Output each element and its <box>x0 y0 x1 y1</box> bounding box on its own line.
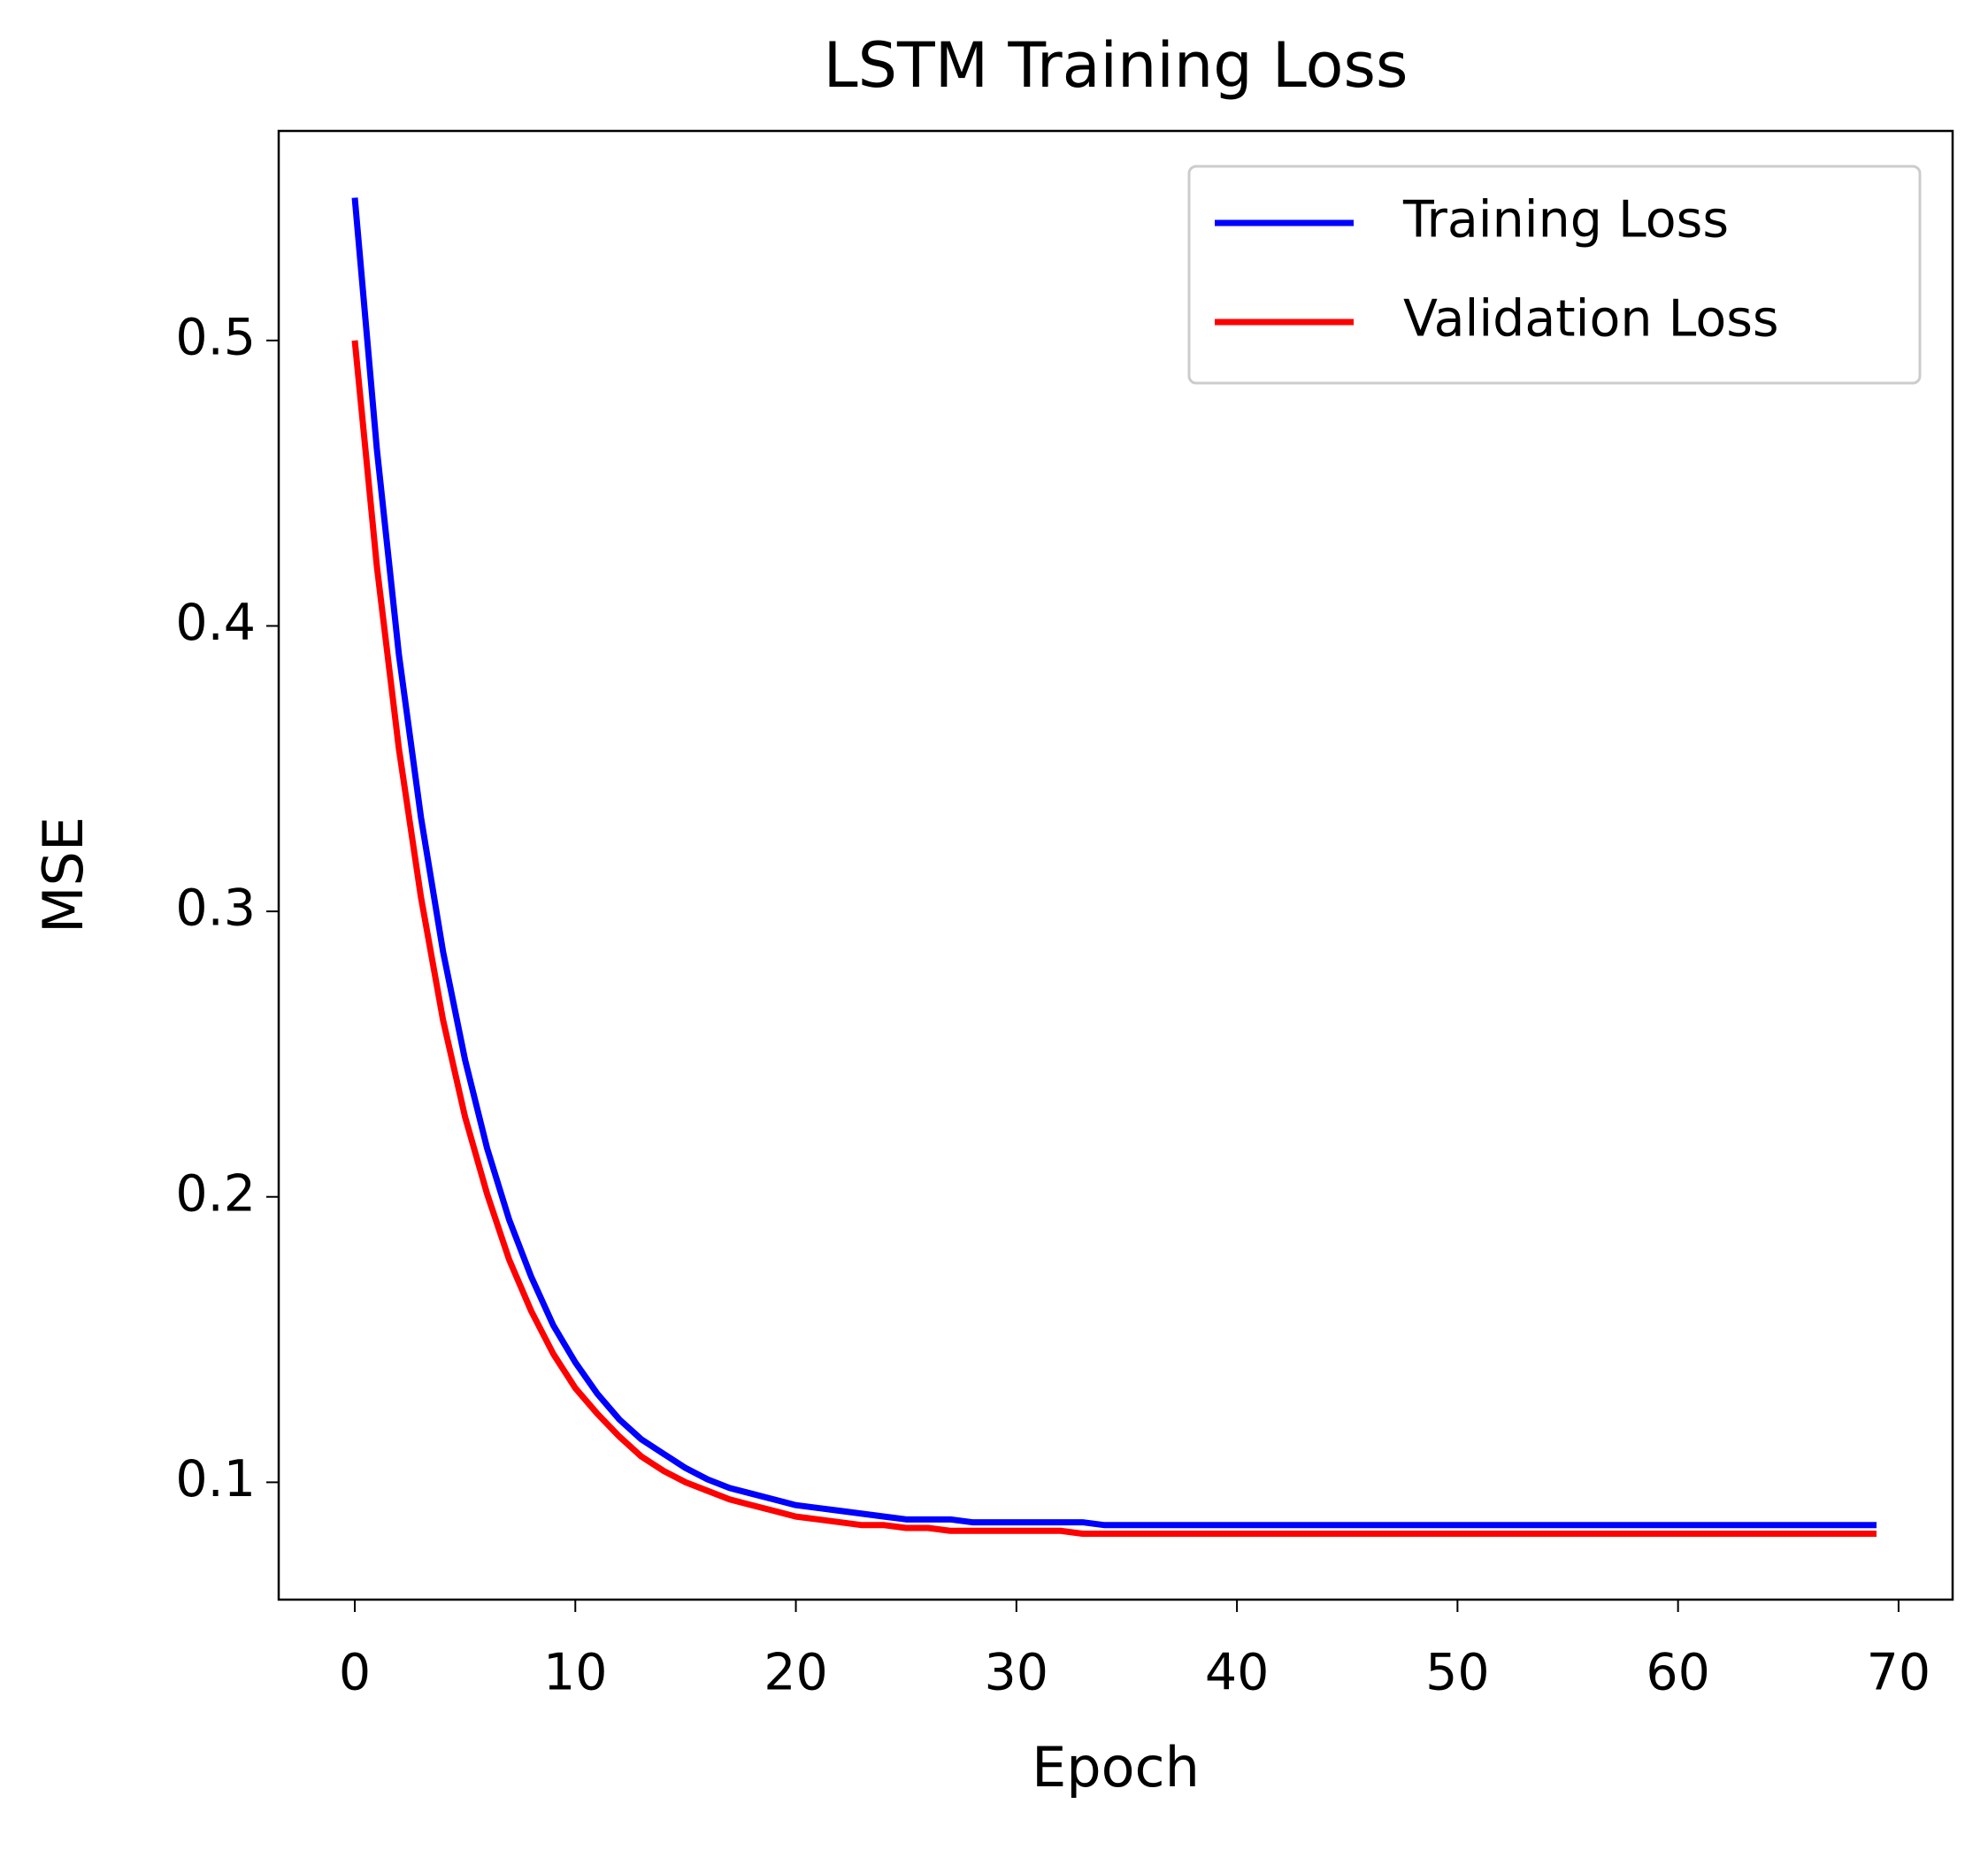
y-tick-label: 0.1 <box>175 1450 256 1508</box>
x-tick-label: 0 <box>339 1644 371 1702</box>
x-tick-label: 50 <box>1425 1644 1490 1702</box>
legend-label: Training Loss <box>1402 191 1729 249</box>
x-tick-label: 60 <box>1646 1644 1710 1702</box>
y-axis-label: MSE <box>31 817 96 933</box>
legend-label: Validation Loss <box>1403 290 1779 349</box>
legend-box <box>1187 165 1922 385</box>
y-tick-label: 0.2 <box>175 1164 256 1223</box>
line <box>351 340 1877 1537</box>
x-tick-label: 20 <box>764 1644 828 1702</box>
x-tick-label: 10 <box>543 1644 608 1702</box>
x-tick-label: 30 <box>985 1644 1049 1702</box>
x-tick-label: 70 <box>1867 1644 1931 1702</box>
x-axis-label: Epoch <box>1032 1735 1200 1800</box>
plot-frame <box>277 129 1954 1601</box>
line <box>351 197 1877 1529</box>
y-tick-label: 0.5 <box>175 308 256 366</box>
chart-title: LSTM Training Loss <box>824 29 1408 102</box>
y-tick-label: 0.3 <box>175 879 256 938</box>
y-tick-label: 0.4 <box>175 594 256 652</box>
x-tick-label: 40 <box>1205 1644 1270 1702</box>
